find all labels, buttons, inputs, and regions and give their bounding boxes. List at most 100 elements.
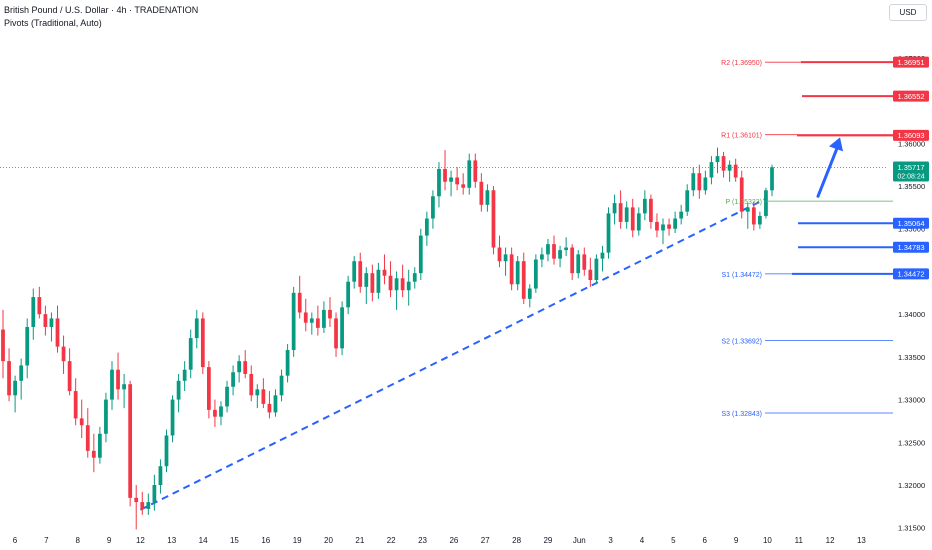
pivot-label: S3 (1.32843): [722, 411, 762, 418]
candle-body: [491, 190, 496, 248]
candle-body: [255, 389, 260, 396]
candle-body: [340, 307, 344, 349]
candle-body: [376, 269, 381, 293]
candle-body: [43, 314, 48, 327]
candle-body: [431, 196, 435, 219]
candle-body: [594, 258, 599, 280]
price-tag: [893, 241, 929, 253]
y-tick-label: 1.33500: [898, 353, 925, 362]
x-tick-label: 10: [763, 536, 772, 545]
y-tick-label: 1.34000: [898, 310, 925, 319]
candle-body: [146, 502, 151, 509]
pivot-label: P (1.35323): [726, 199, 762, 206]
candle-body: [691, 173, 696, 191]
candle-body: [249, 373, 254, 396]
candle-body: [636, 213, 641, 231]
candle-body: [697, 173, 702, 191]
arrow-head: [829, 137, 843, 152]
candle-body: [122, 384, 126, 390]
candle-body: [642, 198, 647, 214]
candle-body: [91, 450, 96, 458]
candle-body: [570, 247, 575, 274]
candle-body: [461, 184, 466, 188]
candle-body: [679, 211, 684, 219]
candle-body: [630, 207, 635, 231]
x-tick-label: 20: [324, 536, 333, 545]
candle-body: [297, 292, 302, 313]
candle-body: [467, 160, 472, 188]
candle-body: [709, 162, 714, 178]
trendline[interactable]: [139, 197, 768, 511]
x-tick-label: 12: [136, 536, 145, 545]
candle-body: [261, 389, 266, 404]
currency-button[interactable]: USD: [889, 4, 927, 21]
candle-body: [606, 213, 611, 253]
pivot-label: R1 (1.36101): [721, 133, 762, 140]
candle-body: [582, 254, 587, 270]
candle-body: [315, 318, 320, 328]
candle-body: [188, 338, 193, 370]
candle-body: [424, 218, 429, 236]
candle-body: [449, 177, 453, 182]
candle-body: [273, 395, 278, 413]
price-tag: [893, 161, 929, 182]
candle-body: [400, 278, 405, 291]
candle-body: [7, 361, 11, 396]
candle-body: [346, 281, 351, 308]
candle-body: [600, 252, 605, 259]
candle-body: [152, 485, 157, 503]
y-tick-label: 1.31500: [898, 524, 925, 533]
candle-body: [98, 433, 102, 458]
candle-body: [73, 391, 78, 419]
candle-body: [309, 318, 314, 323]
x-tick-label: 3: [608, 536, 613, 545]
candle-body: [37, 297, 42, 315]
x-tick-label: 8: [75, 536, 80, 545]
x-tick-label: 6: [702, 536, 707, 545]
x-tick-label: 28: [512, 536, 521, 545]
candle-body: [364, 273, 369, 287]
price-tag-label: 1.36552: [897, 92, 924, 101]
x-tick-label: 29: [543, 536, 552, 545]
candle-body: [200, 318, 205, 368]
projection-arrow[interactable]: [816, 137, 843, 198]
candle-body: [79, 418, 84, 426]
candle-body: [479, 181, 484, 205]
candle-body: [733, 164, 738, 178]
candle-body: [158, 466, 163, 486]
candle-body: [764, 190, 768, 216]
x-tick-label: 12: [826, 536, 835, 545]
candle-body: [25, 326, 30, 366]
y-tick-label: 1.35500: [898, 182, 925, 191]
candle-body: [19, 365, 24, 381]
price-tag: [893, 217, 929, 229]
candle-body: [140, 502, 145, 509]
candle-body: [473, 160, 478, 182]
candle-body: [588, 269, 593, 280]
candle-body: [164, 435, 169, 467]
x-tick-label: 13: [857, 536, 866, 545]
candle-body: [685, 190, 690, 212]
candle-body: [503, 254, 508, 262]
candle-body: [182, 369, 187, 381]
candle-body: [521, 261, 526, 299]
trendline-dashed: [139, 197, 768, 511]
price-tag: [893, 268, 929, 280]
x-tick-label: 13: [167, 536, 176, 545]
candle-body: [116, 369, 120, 390]
indicator-legend: Pivots (Traditional, Auto): [4, 18, 102, 28]
candle-body: [437, 168, 441, 197]
candle-body: [485, 190, 490, 205]
candle-body: [237, 361, 242, 373]
candle-body: [382, 269, 387, 276]
candle-body: [552, 244, 556, 259]
candle-body: [576, 254, 581, 274]
x-tick-label: 6: [13, 536, 18, 545]
candle-body: [527, 288, 532, 299]
x-tick-label: 9: [107, 536, 112, 545]
x-tick-label: 4: [640, 536, 645, 545]
x-tick-label: 19: [293, 536, 302, 545]
candle-body: [618, 203, 623, 222]
